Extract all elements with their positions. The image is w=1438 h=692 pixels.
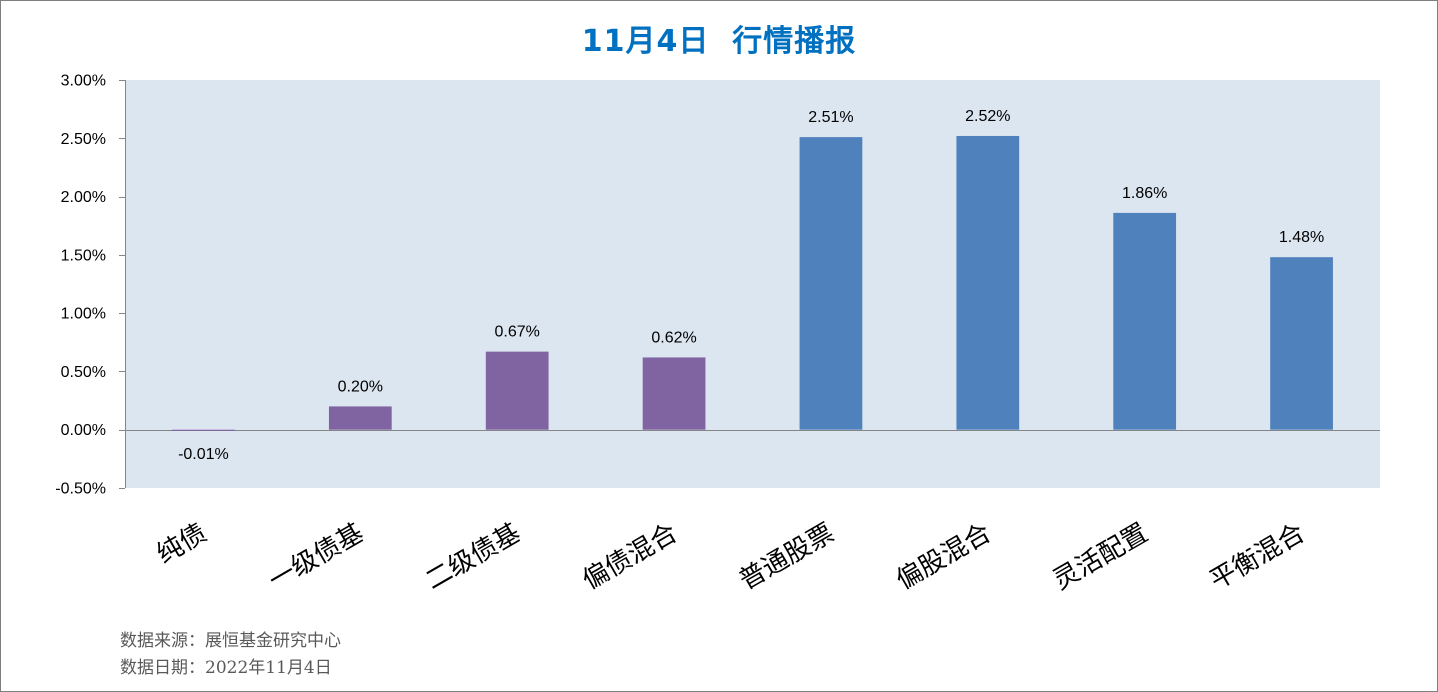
y-tick-label-6: 2.50%: [61, 131, 106, 148]
data-label-3: 0.62%: [651, 329, 696, 346]
bars: [172, 135, 1333, 431]
bar-7: [1270, 257, 1333, 430]
y-tick-label-3: 1.00%: [61, 306, 106, 323]
plot-area: [125, 80, 1380, 488]
y-tick-label-0: -0.50%: [55, 481, 106, 498]
data-source-note: 数据来源：展恒基金研究中心: [120, 631, 341, 651]
y-tick-label-1: 0.00%: [61, 422, 106, 439]
data-label-6: 1.86%: [1122, 185, 1167, 202]
data-date-note: 数据日期：2022年11月4日: [120, 658, 332, 678]
bar-6: [1113, 212, 1177, 430]
x-tick-label-1: 一级债基: [264, 518, 369, 596]
data-label-2: 0.67%: [495, 324, 540, 341]
data-label-7: 1.48%: [1279, 229, 1324, 246]
data-label-1: 0.20%: [338, 378, 383, 395]
x-tick-label-6: 灵活配置: [1048, 518, 1153, 596]
bar-5: [956, 135, 1020, 430]
y-tick-label-4: 1.50%: [61, 247, 106, 264]
x-tick-label-3: 偏债混合: [577, 518, 682, 596]
y-tick-label-2: 0.50%: [61, 364, 106, 381]
x-axis-labels: 纯债 一级债基 二级债基 偏债混合 普通股票 偏股混合 灵活配置 平衡混合: [152, 518, 1310, 596]
x-tick-label-5: 偏股混合: [891, 518, 996, 596]
bar-1: [328, 406, 392, 430]
bar-2: [485, 351, 549, 430]
x-tick-label-0: 纯债: [152, 518, 212, 570]
y-tick-label-5: 2.00%: [61, 189, 106, 206]
chart-title: 11月4日 行情播报: [581, 24, 857, 59]
bar-3: [642, 357, 706, 430]
y-axis: -0.50% 0.00% 0.50% 1.00% 1.50% 2.00% 2.50% 3.00…: [55, 73, 126, 498]
x-tick-label-2: 二级债基: [421, 518, 526, 596]
data-labels: -0.01% 0.20% 0.67% 0.62% 2.51% 2.52% 1.86% 1.48…: [178, 108, 1324, 463]
y-tick-label-7: 3.00%: [61, 73, 106, 90]
data-label-0: -0.01%: [178, 446, 229, 463]
x-tick-label-4: 普通股票: [734, 518, 839, 596]
bar-0: [172, 429, 235, 431]
data-label-4: 2.51%: [808, 109, 853, 126]
bar-4: [799, 137, 863, 430]
data-label-5: 2.52%: [965, 108, 1010, 125]
x-tick-label-7: 平衡混合: [1205, 518, 1310, 596]
